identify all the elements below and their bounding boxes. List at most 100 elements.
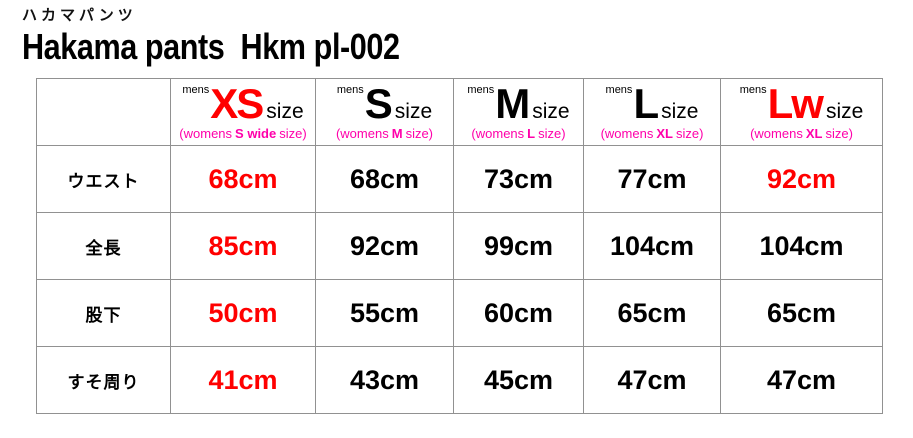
size-line: mens L size: [584, 79, 720, 127]
value-cell: 50cm: [170, 279, 316, 347]
mens-label: mens: [182, 83, 210, 96]
womens-open: (womens: [471, 125, 525, 141]
size-letter: S: [364, 79, 393, 127]
size-value: 92cm: [349, 230, 420, 261]
size-value: 85cm: [208, 230, 278, 261]
row-label-cell: すそ周り: [36, 346, 171, 414]
value-cell: 55cm: [315, 279, 454, 347]
size-value: 65cm: [617, 297, 687, 328]
size-value: 68cm: [208, 163, 278, 194]
womens-size: L: [527, 125, 536, 141]
value-cell: 68cm: [315, 145, 454, 213]
size-letter: Lw: [767, 79, 824, 127]
value-cell: 99cm: [453, 212, 584, 280]
womens-close: size): [675, 125, 704, 141]
womens-close: size): [405, 125, 434, 141]
womens-equivalent: (womens XL size): [584, 125, 720, 141]
value-cell: 73cm: [453, 145, 584, 213]
measurement-label: 全長: [85, 238, 122, 258]
value-cell: 92cm: [720, 145, 883, 213]
row-label-cell: 全長: [36, 212, 171, 280]
size-value: 50cm: [208, 297, 278, 328]
womens-size: S wide: [235, 125, 277, 141]
womens-size: M: [391, 125, 403, 141]
size-value: 92cm: [766, 163, 837, 194]
value-cell: 47cm: [720, 346, 883, 414]
size-value: 43cm: [349, 364, 420, 395]
measurement-label: すそ周り: [67, 372, 140, 392]
womens-equivalent: (womens S wide size): [171, 125, 315, 141]
womens-open: (womens: [179, 125, 233, 141]
size-value: 68cm: [349, 163, 420, 194]
value-cell: 43cm: [315, 346, 454, 414]
page-title: Hakama pants Hkm pl-002: [22, 26, 400, 67]
size-value: 41cm: [208, 364, 278, 395]
size-word: size: [661, 99, 699, 123]
womens-close: size): [279, 125, 307, 141]
size-word: size: [532, 99, 570, 123]
mens-label: mens: [467, 83, 495, 96]
value-cell: 92cm: [315, 212, 454, 280]
size-value: 47cm: [617, 364, 687, 395]
womens-equivalent: (womens XL size): [721, 125, 882, 141]
womens-size: XL: [805, 125, 823, 141]
womens-size: XL: [656, 125, 673, 141]
corner-cell: [36, 78, 171, 146]
title-block: ハカマパンツ Hakama pants Hkm pl-002: [22, 6, 466, 65]
value-cell: 85cm: [170, 212, 316, 280]
column-header-xs: mens XS size (womens S wide size): [170, 78, 316, 146]
mens-label: mens: [739, 83, 767, 96]
measurement-label: ウエスト: [67, 171, 140, 191]
value-cell: 104cm: [720, 212, 883, 280]
table-row-inseam: 股下 50cm 55cm 60cm 65cm 65cm: [36, 279, 883, 347]
womens-close: size): [538, 125, 566, 141]
size-table: mens XS size (womens S wide size) mens S s…: [36, 78, 883, 414]
size-value: 47cm: [766, 364, 837, 395]
size-value: 60cm: [483, 297, 554, 328]
size-word: size: [825, 99, 864, 123]
column-header-l: mens L size (womens XL size): [583, 78, 721, 146]
table-row-hem: すそ周り 41cm 43cm 45cm 47cm 47cm: [36, 346, 883, 414]
mens-label: mens: [336, 83, 364, 96]
size-value: 55cm: [349, 297, 420, 328]
row-label-cell: 股下: [36, 279, 171, 347]
table-row-total-length: 全長 85cm 92cm 99cm 104cm 104cm: [36, 212, 883, 280]
size-word: size: [394, 99, 433, 123]
value-cell: 65cm: [583, 279, 721, 347]
womens-close: size): [825, 125, 853, 141]
value-cell: 41cm: [170, 346, 316, 414]
value-cell: 68cm: [170, 145, 316, 213]
row-label-cell: ウエスト: [36, 145, 171, 213]
womens-open: (womens: [750, 125, 803, 141]
size-line: mens S size: [316, 79, 453, 127]
size-letter: L: [633, 79, 659, 127]
size-value: 99cm: [483, 230, 554, 261]
column-header-lw: mens Lw size (womens XL size): [720, 78, 883, 146]
value-cell: 65cm: [720, 279, 883, 347]
value-cell: 77cm: [583, 145, 721, 213]
womens-open: (womens: [335, 125, 389, 141]
measurement-label: 股下: [85, 305, 122, 325]
womens-open: (womens: [600, 125, 654, 141]
size-value: 104cm: [609, 230, 695, 261]
size-letter: XS: [210, 79, 264, 127]
table-row-waist: ウエスト 68cm 68cm 73cm 77cm 92cm: [36, 145, 883, 213]
size-value: 73cm: [483, 163, 554, 194]
size-line: mens M size: [454, 79, 583, 127]
size-value: 77cm: [617, 163, 687, 194]
mens-label: mens: [605, 83, 633, 96]
size-letter: M: [495, 79, 530, 127]
size-value: 45cm: [483, 364, 554, 395]
size-word: size: [266, 99, 304, 123]
size-line: mens Lw size: [721, 79, 882, 127]
header-row: mens XS size (womens S wide size) mens S s…: [36, 78, 883, 146]
size-line: mens XS size: [171, 79, 315, 127]
size-value: 65cm: [766, 297, 837, 328]
value-cell: 60cm: [453, 279, 584, 347]
size-value: 104cm: [759, 230, 844, 261]
value-cell: 45cm: [453, 346, 584, 414]
